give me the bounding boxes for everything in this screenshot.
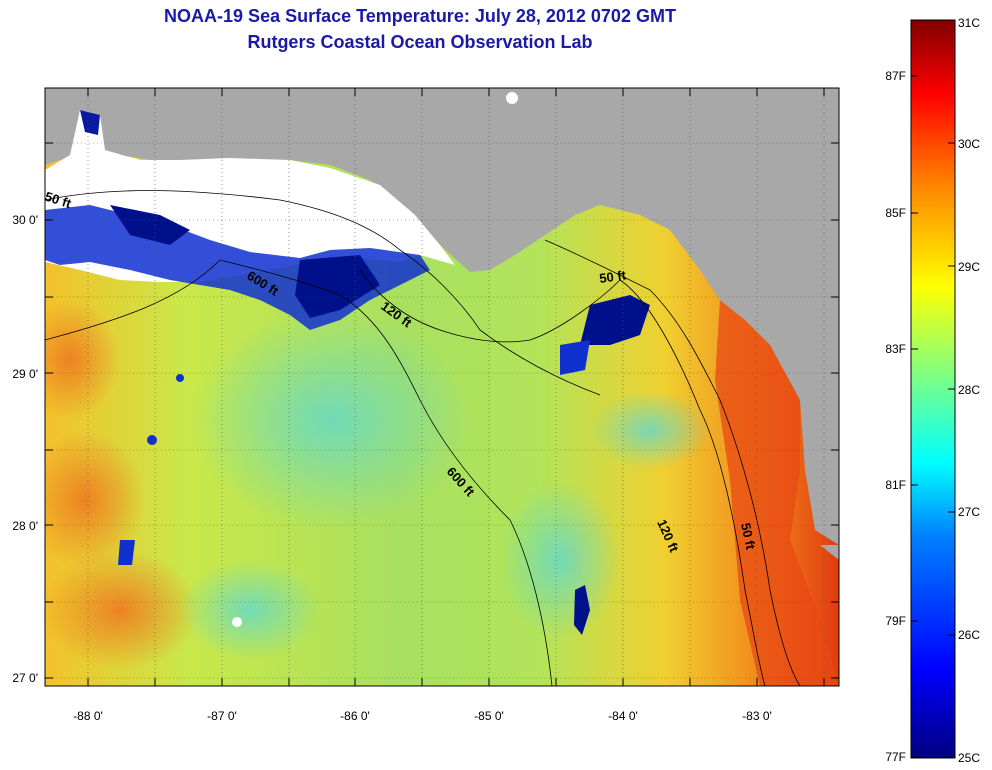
map-subtitle: Rutgers Coastal Ocean Observation Lab — [247, 32, 593, 52]
cool-patch — [180, 560, 320, 660]
map-title: NOAA-19 Sea Surface Temperature: July 28… — [164, 6, 676, 26]
colorbar-fahrenheit-label: 81F — [885, 478, 906, 492]
land-mass — [820, 545, 839, 560]
cloud-speck — [232, 617, 242, 627]
cold-blob — [147, 435, 157, 445]
colorbar-celsius-label: 31C — [958, 16, 980, 30]
isobath-label: 50 ft — [598, 267, 627, 286]
cold-blob — [580, 295, 650, 345]
colorbar-celsius-label: 26C — [958, 628, 980, 642]
colorbar-celsius-label: 29C — [958, 260, 980, 274]
colorbar-celsius-label: 25C — [958, 751, 980, 765]
isobath-50ft-east — [544, 239, 801, 686]
cold-blob — [118, 540, 135, 565]
isobath-120ft — [359, 269, 766, 686]
map-frame — [44, 87, 840, 687]
cold-blob — [560, 340, 590, 375]
colorbar-fahrenheit-label: 83F — [885, 342, 906, 356]
warm-patch — [45, 300, 120, 420]
graticule — [45, 88, 839, 686]
cold-blob — [80, 110, 100, 135]
lat-tick-label: 27 0' — [12, 671, 38, 685]
lon-tick-label: -83 0' — [742, 709, 772, 723]
cool-patch — [190, 310, 470, 530]
colorbar-celsius-label: 28C — [958, 383, 980, 397]
lon-tick-label: -88 0' — [73, 709, 103, 723]
lon-tick-label: -85 0' — [474, 709, 504, 723]
colorbar-celsius-label: 30C — [958, 137, 980, 151]
cool-patch — [500, 480, 620, 640]
land-mass — [45, 88, 839, 545]
colorbar-celsius-label: 27C — [958, 505, 980, 519]
lat-tick-label: 30 0' — [12, 213, 38, 227]
lat-tick-label: 28 0' — [12, 519, 38, 533]
colorbar-ticks — [911, 19, 955, 759]
cloud-speck — [506, 92, 518, 104]
lat-tick-label: 29 0' — [12, 367, 38, 381]
axis-ticks — [45, 88, 839, 686]
lon-tick-label: -84 0' — [608, 709, 638, 723]
isobath-50ft — [45, 190, 601, 396]
colorbar-fahrenheit-label: 85F — [885, 206, 906, 220]
isobath-label: 50 ft — [738, 522, 758, 552]
colorbar-fahrenheit-label: 77F — [885, 750, 906, 764]
colorbar-fahrenheit-label: 87F — [885, 69, 906, 83]
warm-coastal-band — [715, 300, 839, 686]
colorbar — [910, 19, 956, 759]
cold-blob — [574, 585, 590, 635]
colorbar-fahrenheit-label: 79F — [885, 614, 906, 628]
lon-tick-label: -86 0' — [340, 709, 370, 723]
cold-blob — [110, 205, 190, 245]
cool-patch — [590, 390, 710, 470]
warm-patch — [45, 430, 145, 570]
lon-tick-label: -87 0' — [207, 709, 237, 723]
cold-blob — [176, 374, 184, 382]
isobath-600ft — [45, 259, 553, 686]
warm-patch — [45, 550, 200, 670]
cold-blob — [295, 255, 380, 318]
